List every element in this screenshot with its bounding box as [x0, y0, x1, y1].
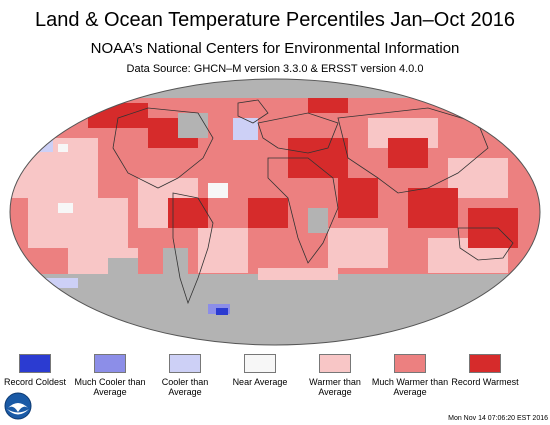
arctic-no-data	[10, 79, 540, 98]
legend-item: Near Average	[220, 354, 300, 387]
legend-label: Cooler than Average	[161, 377, 209, 397]
map-subtitle: NOAA’s National Centers for Environmenta…	[90, 40, 460, 57]
legend-item: Record Coldest	[0, 354, 75, 387]
legend-swatch	[94, 354, 126, 373]
legend-item: Warmer than Average	[295, 354, 375, 397]
noaa-logo	[4, 392, 32, 420]
antarctic-no-data	[10, 274, 540, 345]
world-map	[8, 78, 542, 346]
legend-item: Much Cooler than Average	[70, 354, 150, 397]
legend-swatch	[169, 354, 201, 373]
legend-swatch	[469, 354, 501, 373]
legend-label: Warmer than Average	[309, 377, 361, 397]
legend-swatch	[244, 354, 276, 373]
legend-label: Much Cooler than Average	[74, 377, 146, 397]
map-title: Land & Ocean Temperature Percentiles Jan…	[35, 9, 515, 31]
legend-item: Cooler than Average	[145, 354, 225, 397]
legend-swatch	[394, 354, 426, 373]
continent-outlines	[112, 99, 514, 305]
legend-swatch	[319, 354, 351, 373]
legend-item: Record Warmest	[445, 354, 525, 387]
legend-label: Record Warmest	[451, 377, 519, 387]
data-source: Data Source: GHCN–M version 3.3.0 & ERSS…	[126, 63, 424, 75]
legend-label: Record Coldest	[3, 377, 67, 387]
legend-item: Much Warmer than Average	[370, 354, 450, 397]
legend-label: Near Average	[232, 377, 288, 387]
timestamp: Mon Nov 14 07:06:20 EST 2016	[448, 415, 548, 422]
legend-label: Much Warmer than Average	[371, 377, 449, 397]
legend: Record Coldest Much Cooler than Average Co…	[0, 354, 550, 414]
legend-swatch	[19, 354, 51, 373]
